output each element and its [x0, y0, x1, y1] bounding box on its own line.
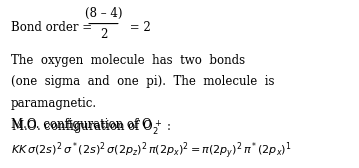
Text: M.O. configuration of O$_2^+$ :: M.O. configuration of O$_2^+$ :	[11, 118, 172, 137]
Text: $KK\,\sigma(2s)^2\,\sigma^*(2s)^2\,\sigma(2p_z)^2\,\pi(2p_x)^2 = \pi(2p_y)^2\,\p: $KK\,\sigma(2s)^2\,\sigma^*(2s)^2\,\sigm…	[11, 140, 292, 161]
Text: (one  sigma  and  one  pi).  The  molecule  is: (one sigma and one pi). The molecule is	[11, 75, 275, 88]
Text: M.O. configuration of O: M.O. configuration of O	[11, 118, 152, 131]
Text: paramagnetic.: paramagnetic.	[11, 97, 97, 110]
Text: (8 – 4): (8 – 4)	[85, 7, 122, 20]
Text: Bond order =: Bond order =	[11, 21, 96, 34]
Text: = 2: = 2	[126, 21, 151, 34]
Text: 2: 2	[100, 28, 107, 41]
Text: The  oxygen  molecule  has  two  bonds: The oxygen molecule has two bonds	[11, 54, 245, 67]
